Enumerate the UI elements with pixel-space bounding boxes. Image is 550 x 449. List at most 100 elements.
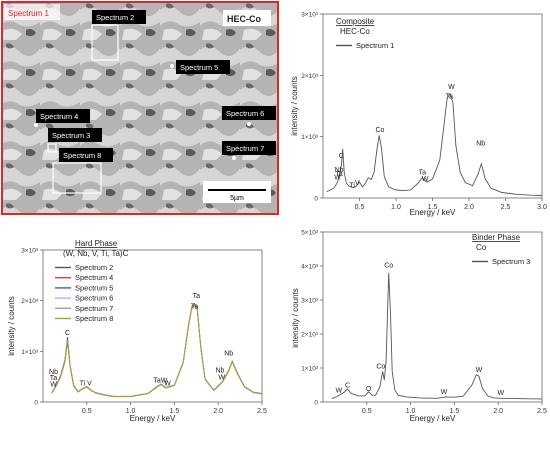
- peak-label: Ta: [446, 94, 454, 101]
- y-tick-label: 1×10³: [301, 366, 319, 373]
- x-tick-label: 1.0: [406, 408, 416, 415]
- sem-spectrum-3-marker: Spectrum 3: [47, 128, 102, 153]
- sem-spectrum-label: Spectrum 7: [226, 144, 264, 153]
- x-tick-label: 3.0: [537, 204, 547, 211]
- y-axis-label: intensity / counts: [291, 288, 300, 348]
- y-tick-label: 3×10³: [21, 248, 39, 255]
- legend-subtitle: HEC-Co: [340, 27, 370, 36]
- peak-label: Nb: [49, 369, 58, 376]
- sem-frame-label: Spectrum 1: [8, 9, 49, 18]
- y-tick-label: 0: [314, 196, 318, 203]
- sem-spectrum-2-marker: Spectrum 2: [91, 10, 146, 61]
- sem-point-dot: [232, 156, 236, 160]
- peak-label: Ta: [193, 293, 201, 300]
- peak-label: W: [498, 390, 505, 397]
- peak-label: Co: [375, 127, 384, 134]
- peak-label: TaW: [153, 378, 167, 385]
- legend-entry: Spectrum 5: [75, 283, 113, 292]
- x-tick-label: 2.0: [464, 204, 474, 211]
- sem-spectrum-label: Spectrum 6: [226, 109, 264, 118]
- series-line-spectrum-1: [326, 92, 543, 196]
- peak-label: Nb: [224, 350, 233, 357]
- chart-panel-1: 0.5 1.0 1.5 2.0 2.5 3.0 0 1×10³ 2×10³ 3×10³ Energy…: [290, 12, 547, 218]
- sem-label-bg: [36, 109, 90, 123]
- y-tick-label: 5×10³: [301, 230, 319, 237]
- sem-point-dot: [34, 123, 38, 127]
- x-tick-label: 2.0: [493, 408, 503, 415]
- peak-label: Ti: [349, 183, 355, 190]
- sem-spectrum-label: Spectrum 5: [180, 63, 218, 72]
- sem-area-box: [47, 143, 57, 153]
- y-tick-label: 3×10³: [301, 12, 319, 19]
- sem-title: HEC-Co: [227, 14, 261, 24]
- sem-point-dot: [247, 122, 251, 126]
- peak-label: C: [345, 382, 350, 389]
- y-tick-label: 2×10³: [301, 73, 319, 80]
- y-axis-label: intensity / counts: [7, 296, 16, 356]
- x-tick-label: 0.5: [82, 408, 92, 415]
- sem-label-bg: [222, 106, 276, 120]
- sem-spectrum-label: Spectrum 2: [96, 13, 134, 22]
- sem-label-bg: [92, 10, 146, 24]
- peak-label: W: [422, 176, 429, 183]
- y-tick-label: 1×10³: [301, 134, 319, 141]
- plot-frame: [322, 231, 543, 403]
- peak-label: V: [355, 180, 360, 187]
- sem-label-bg: [222, 141, 276, 155]
- x-tick-label: 1.5: [450, 408, 460, 415]
- sem-spectrum-5-marker: Spectrum 5: [170, 60, 230, 74]
- legend-entry: Spectrum 7: [75, 304, 113, 313]
- x-tick-label: 2.0: [213, 408, 223, 415]
- legend-title: Hard Phase: [75, 239, 118, 248]
- charts-layer: 0.5 1.0 1.5 2.0 2.5 3.0 0 1×10³ 2×10³ 3×10³ Energy…: [7, 12, 547, 424]
- legend-entry: Spectrum 3: [492, 257, 530, 266]
- peak-label: W: [441, 389, 448, 396]
- sem-scale-label: 5µm: [230, 195, 244, 202]
- peak-label: V: [87, 380, 92, 387]
- peak-label: C: [339, 153, 344, 160]
- peak-label: Co: [376, 364, 385, 371]
- legend-subtitle: (W, Nb, V, Ti, Ta)C: [63, 249, 129, 258]
- y-tick-label: 1×10³: [21, 349, 39, 356]
- sem-label-bg: [59, 148, 113, 162]
- y-tick-label: 3×10³: [301, 298, 319, 305]
- x-tick-label: 1.5: [428, 204, 438, 211]
- x-tick-label: 0.5: [355, 204, 365, 211]
- sem-spectrum-8-marker: Spectrum 8: [52, 148, 113, 194]
- sem-spectrum-7-marker: Spectrum 7: [222, 141, 276, 160]
- chart-panel-3: 0.5 1.0 1.5 2.0 2.5 0 1×10³ 2×10³ 3×10³ 4×10³ 5×10…: [291, 230, 547, 424]
- sem-scale-bar: 5µm: [203, 181, 271, 203]
- sem-spectrum-6-marker: Spectrum 6: [222, 106, 276, 126]
- peak-label: Ta: [50, 375, 58, 382]
- legend-entry: Spectrum 8: [75, 314, 113, 323]
- x-axis-label: Energy / keV: [410, 208, 456, 217]
- sem-spectrum-label: Spectrum 4: [40, 112, 78, 121]
- sem-label-bg: [48, 128, 102, 142]
- peak-label: Ta: [191, 303, 199, 310]
- x-tick-label: 2.5: [257, 408, 267, 415]
- series-line-spectrum-3: [331, 272, 543, 400]
- peak-label: W: [476, 367, 483, 374]
- peak-label: W: [335, 387, 342, 394]
- x-axis-label: Energy / keV: [410, 414, 456, 423]
- peak-label: W: [448, 84, 455, 91]
- x-tick-label: 2.5: [501, 204, 511, 211]
- series-line-spectrum-8: [51, 303, 263, 398]
- sem-label-bg: [176, 60, 230, 74]
- legend-entry: Spectrum 6: [75, 294, 113, 303]
- legend-title: Composite: [336, 17, 375, 26]
- sem-image: Spectrum 1 HEC-Co Spectrum 2 Spectrum 5 …: [1, 1, 279, 215]
- x-tick-label: 0.5: [362, 408, 372, 415]
- y-tick-label: 0: [34, 400, 38, 407]
- sem-point-dot: [170, 64, 174, 68]
- peak-label: W: [218, 375, 225, 382]
- peak-label: W: [50, 381, 57, 388]
- sem-scale-bg: [203, 181, 271, 203]
- legend-entry: Spectrum 1: [356, 41, 394, 50]
- peak-label: W: [334, 175, 341, 182]
- y-tick-label: 2×10³: [301, 332, 319, 339]
